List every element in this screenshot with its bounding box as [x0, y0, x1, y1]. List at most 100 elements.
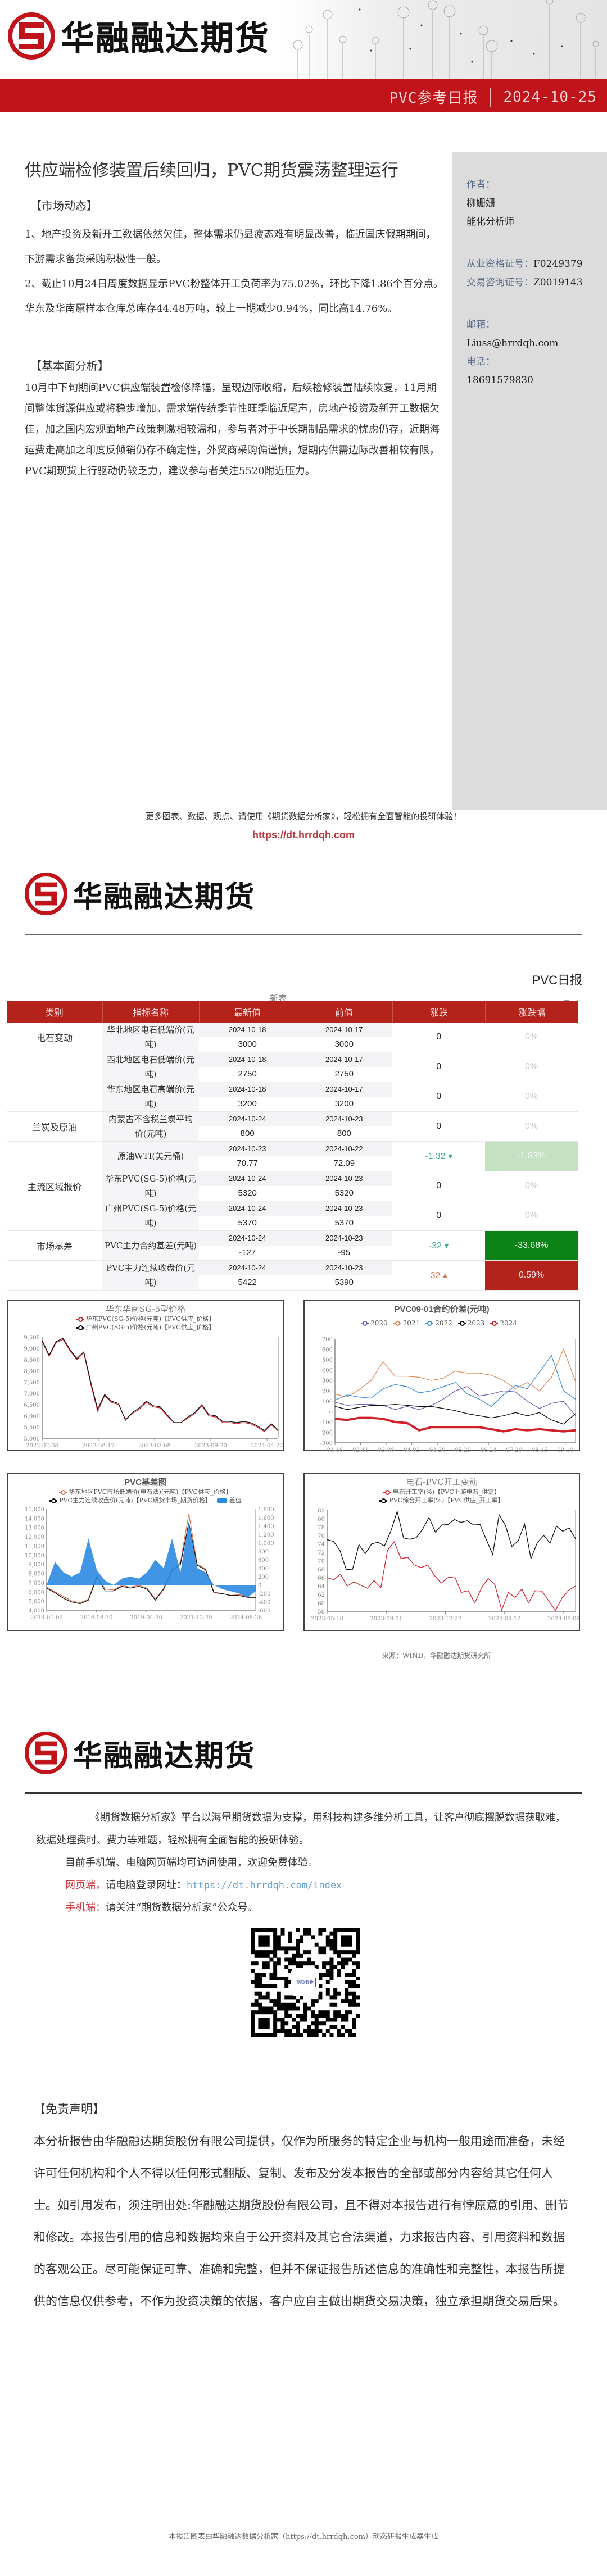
svg-text:01-16: 01-16 — [327, 1447, 343, 1453]
svg-text:2024-04-12: 2024-04-12 — [488, 1616, 521, 1622]
svg-text:0: 0 — [329, 1410, 333, 1416]
analysis-text: 10月中下旬期间PVC供应端装置检修降幅，呈现边际收缩，后续检修装置陆续恢复，1… — [25, 382, 440, 477]
previous-date: 2024-10-17 — [296, 1052, 393, 1067]
svg-text:60: 60 — [318, 1601, 325, 1607]
phone-label: 电话： — [466, 356, 495, 367]
svg-text:2023-12-22: 2023-12-22 — [429, 1616, 462, 1622]
legend-area-swatch-icon — [217, 1498, 228, 1503]
header-divider — [490, 87, 491, 107]
chart-title: PVC基差图 — [124, 1478, 167, 1487]
legend-marker-icon — [383, 1489, 391, 1495]
page2-brand-logo: 华融融达期货 — [25, 873, 255, 915]
svg-text:6,000: 6,000 — [28, 1589, 44, 1596]
table-row: 市场基差 PVC主力合约基差(元吨) 2024-10-24 -127 2024-10-2… — [7, 1230, 578, 1261]
promo-line: 更多图表、数据、观点、请使用《期货数据分析家》，轻松拥有全面智能的投研体验！ — [145, 811, 462, 821]
qr-code[interactable]: 期货数据 — [251, 1928, 360, 2037]
web-url-link[interactable]: https://dt.hrrdqh.com/index — [187, 1880, 342, 1891]
change-pct-cell: 0% — [485, 1111, 578, 1142]
previous-value: 5390 — [296, 1275, 393, 1290]
mobile-text: 请关注“期货数据分析家”公众号。 — [106, 1902, 258, 1914]
svg-text:-400: -400 — [258, 1600, 270, 1606]
svg-text:500: 500 — [322, 1357, 333, 1364]
web-label: 网页端， — [65, 1879, 106, 1891]
table-menu-icon[interactable] — [564, 993, 569, 1001]
category-cell — [7, 1201, 103, 1231]
indicator-name-cell: 原油WTI(美元桶) — [102, 1141, 200, 1171]
svg-text:68: 68 — [318, 1567, 325, 1573]
svg-text:2024-04-22: 2024-04-22 — [251, 1443, 283, 1449]
latest-cell: 2024-10-18 3200 — [199, 1082, 296, 1112]
svg-text:76: 76 — [318, 1533, 325, 1539]
svg-text:7,000: 7,000 — [24, 1391, 40, 1397]
svg-text:5,000: 5,000 — [24, 1436, 40, 1442]
table-row: 电石变动 华北地区电石低端价(元吨) 2024-10-18 3000 2024-10-1… — [7, 1023, 578, 1052]
advisory-label: 交易咨询证号： — [466, 277, 533, 288]
category-cell — [7, 1052, 103, 1082]
svg-text:07-20: 07-20 — [506, 1447, 522, 1453]
qr-logo-text: 期货数据 — [295, 1977, 316, 1987]
svg-text:05-29: 05-29 — [455, 1447, 471, 1453]
chart-basis: PVC基差图 华东地区PVC市场低端价(电石法)(元吨)【PVC供应_价格】 P… — [7, 1473, 284, 1631]
disclaimer-title: 【免责声明】 — [34, 2102, 105, 2116]
previous-value: 5370 — [296, 1216, 393, 1230]
table-row: 西北地区电石低端价(元吨) 2024-10-18 2750 2024-10-17 275… — [7, 1052, 578, 1082]
svg-text:-300: -300 — [320, 1441, 333, 1447]
previous-cell: 2024-10-17 3000 — [296, 1023, 393, 1052]
logo-emblem-icon — [8, 12, 55, 60]
brand-name: 华融融达期货 — [61, 19, 270, 58]
latest-value: 2750 — [199, 1067, 296, 1082]
svg-text:-200: -200 — [258, 1591, 270, 1597]
license-label: 从业资格证号： — [466, 258, 533, 270]
legend-label: 差值 — [229, 1497, 242, 1504]
latest-value: 5370 — [199, 1216, 296, 1230]
chart-plot: 4,000 5,000 6,000 7,000 8,000 9,000 10,000 11,0… — [25, 1507, 274, 1621]
header-band — [0, 79, 607, 112]
table-row: 原油WTI(美元桶) 2024-10-23 70.77 2024-10-22 72.09… — [7, 1141, 578, 1171]
svg-text:62: 62 — [318, 1592, 325, 1598]
chart-sg5-price: 华东华南SG-5型价格 华东PVC(SG-5)价格(元吨)【PVC供应_价格】 … — [7, 1300, 284, 1451]
svg-text:6,000: 6,000 — [24, 1414, 40, 1420]
svg-text:7,000: 7,000 — [28, 1580, 44, 1587]
svg-text:1,200: 1,200 — [258, 1532, 274, 1538]
previous-cell: 2024-10-23 800 — [296, 1111, 393, 1142]
svg-text:58: 58 — [318, 1609, 325, 1615]
svg-text:02-11: 02-11 — [352, 1447, 369, 1453]
brand-logo: 华融融达期货 — [8, 11, 270, 60]
svg-text:600: 600 — [322, 1347, 333, 1353]
previous-date: 2024-10-17 — [296, 1082, 393, 1097]
latest-cell: 2024-10-24 800 — [199, 1111, 296, 1142]
svg-text:4,000: 4,000 — [28, 1608, 44, 1614]
change-cell: 0 — [392, 1023, 486, 1052]
svg-text:66: 66 — [318, 1575, 325, 1582]
svg-text:06-24: 06-24 — [481, 1447, 497, 1453]
category-cell: 兰炭及原油 — [7, 1111, 103, 1142]
svg-text:72: 72 — [318, 1550, 325, 1556]
previous-date: 2024-10-17 — [296, 1023, 393, 1037]
previous-value: -95 — [296, 1246, 393, 1260]
previous-date: 2024-10-22 — [296, 1142, 393, 1156]
author-email[interactable]: Liuss@hrrdqh.com — [466, 338, 559, 349]
legend-marker-icon — [49, 1498, 58, 1503]
promo-link[interactable]: https://dt.hrrdqh.com — [252, 829, 355, 841]
legend-label: 广州PVC(SG-5)价格(元吨)【PVC供应_价格】 — [85, 1324, 215, 1331]
svg-text:100: 100 — [322, 1399, 333, 1405]
latest-cell: 2024-10-24 5422 — [199, 1260, 296, 1291]
legend-marker-icon — [76, 1316, 84, 1322]
market-point-2: 2、截止10月24日周度数据显示PVC粉整体开工负荷率为75.02%，环比下降1… — [25, 278, 443, 315]
legend-marker-icon — [490, 1321, 499, 1326]
indicator-table: 类别 指标名称 最新值 前值 涨跌 涨跌幅 电石变动 华北地区电石低端价(元吨) 2… — [7, 1001, 578, 1291]
svg-text:04-03: 04-03 — [404, 1447, 420, 1453]
previous-date: 2024-10-23 — [296, 1171, 393, 1186]
indicator-name-cell: 广州PVC(SG-5)价格(元吨) — [102, 1201, 200, 1231]
qr-center-logo: 期货数据 — [291, 1968, 319, 1996]
svg-text:2022-08-17: 2022-08-17 — [82, 1443, 115, 1449]
latest-date: 2024-10-24 — [199, 1201, 296, 1216]
legend-item: 2024 — [490, 1319, 517, 1327]
change-pct-cell: 0% — [485, 1171, 578, 1201]
svg-text:12,000: 12,000 — [25, 1534, 44, 1541]
mobile-label: 手机端： — [65, 1902, 106, 1914]
brand-name: 华融融达期货 — [73, 880, 256, 914]
svg-text:400: 400 — [322, 1368, 333, 1374]
col-header-latest: 最新值 — [199, 1001, 296, 1023]
platform-access: 目前手机端、电脑网页端均可访问使用，欢迎免费体验。 — [65, 1857, 318, 1869]
